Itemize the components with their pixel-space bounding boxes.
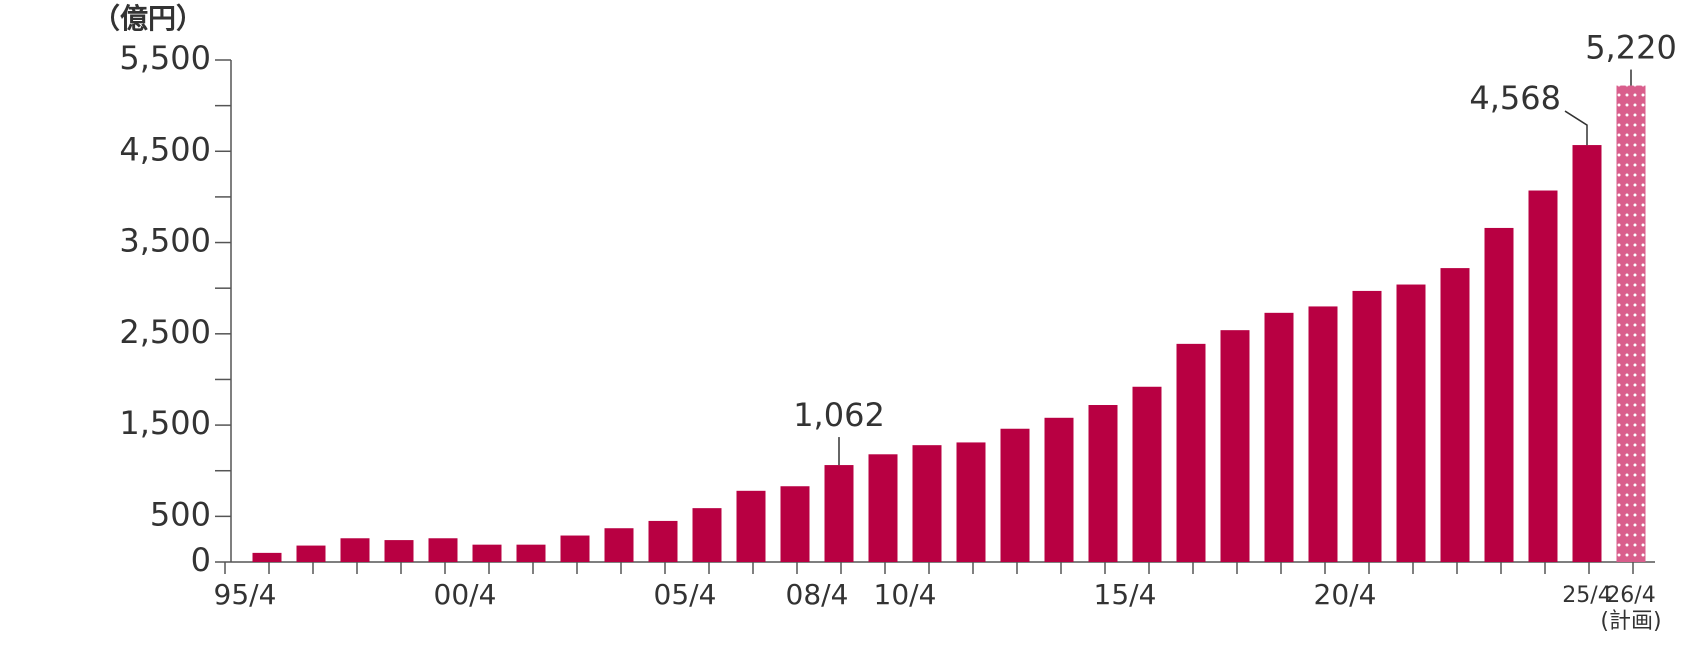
bar xyxy=(1088,405,1118,562)
bar xyxy=(1220,330,1250,562)
bar xyxy=(1572,145,1602,563)
data-label: 5,220 xyxy=(1585,29,1677,67)
bar xyxy=(1396,284,1426,562)
bar xyxy=(1308,306,1338,562)
bar xyxy=(252,552,282,562)
bar xyxy=(604,528,634,562)
data-label: 1,062 xyxy=(793,396,885,434)
bar xyxy=(1132,386,1162,562)
bar xyxy=(472,544,502,562)
x-tick-label: 00/4 xyxy=(434,578,497,611)
y-tick-label: 2,500 xyxy=(119,313,211,351)
bar xyxy=(912,445,942,562)
x-tick-label: 25/4 xyxy=(1562,583,1611,608)
bar xyxy=(296,545,326,562)
bar xyxy=(1352,290,1382,562)
bar xyxy=(428,538,458,562)
bar xyxy=(1440,268,1470,562)
bar xyxy=(736,490,766,562)
y-tick-label: 4,500 xyxy=(119,130,211,168)
bar xyxy=(1484,227,1514,562)
y-tick-label: 5,500 xyxy=(119,39,211,77)
x-tick-label: 08/4 xyxy=(786,578,849,611)
x-tick-note: (計画) xyxy=(1600,609,1661,634)
bar xyxy=(384,540,414,562)
bar xyxy=(692,508,722,562)
bar xyxy=(1528,190,1558,562)
bar xyxy=(1044,417,1074,562)
x-tick-label: 26/4 xyxy=(1606,583,1655,608)
y-tick-label: 1,500 xyxy=(119,404,211,442)
bar xyxy=(824,465,854,562)
x-tick-label: 95/4 xyxy=(214,578,277,611)
bar xyxy=(340,538,370,562)
y-tick-label: 500 xyxy=(150,495,211,533)
y-tick-label: 0 xyxy=(191,541,211,579)
x-tick-label: 15/4 xyxy=(1094,578,1157,611)
x-tick-label: 10/4 xyxy=(874,578,937,611)
bar xyxy=(648,520,678,562)
bar xyxy=(516,544,546,562)
bar xyxy=(868,454,898,562)
label-leader xyxy=(1564,110,1588,146)
y-axis-unit: （億円） xyxy=(92,2,204,35)
bar xyxy=(1000,428,1030,562)
bar xyxy=(560,535,590,562)
bar xyxy=(1264,312,1294,562)
x-tick-label: 05/4 xyxy=(654,578,717,611)
bar-dots xyxy=(1616,85,1646,562)
data-label: 4,568 xyxy=(1469,79,1561,117)
bar xyxy=(1176,343,1206,562)
y-tick-label: 3,500 xyxy=(119,222,211,260)
bar xyxy=(956,442,986,562)
x-tick-label: 20/4 xyxy=(1314,578,1377,611)
bar xyxy=(780,486,810,562)
